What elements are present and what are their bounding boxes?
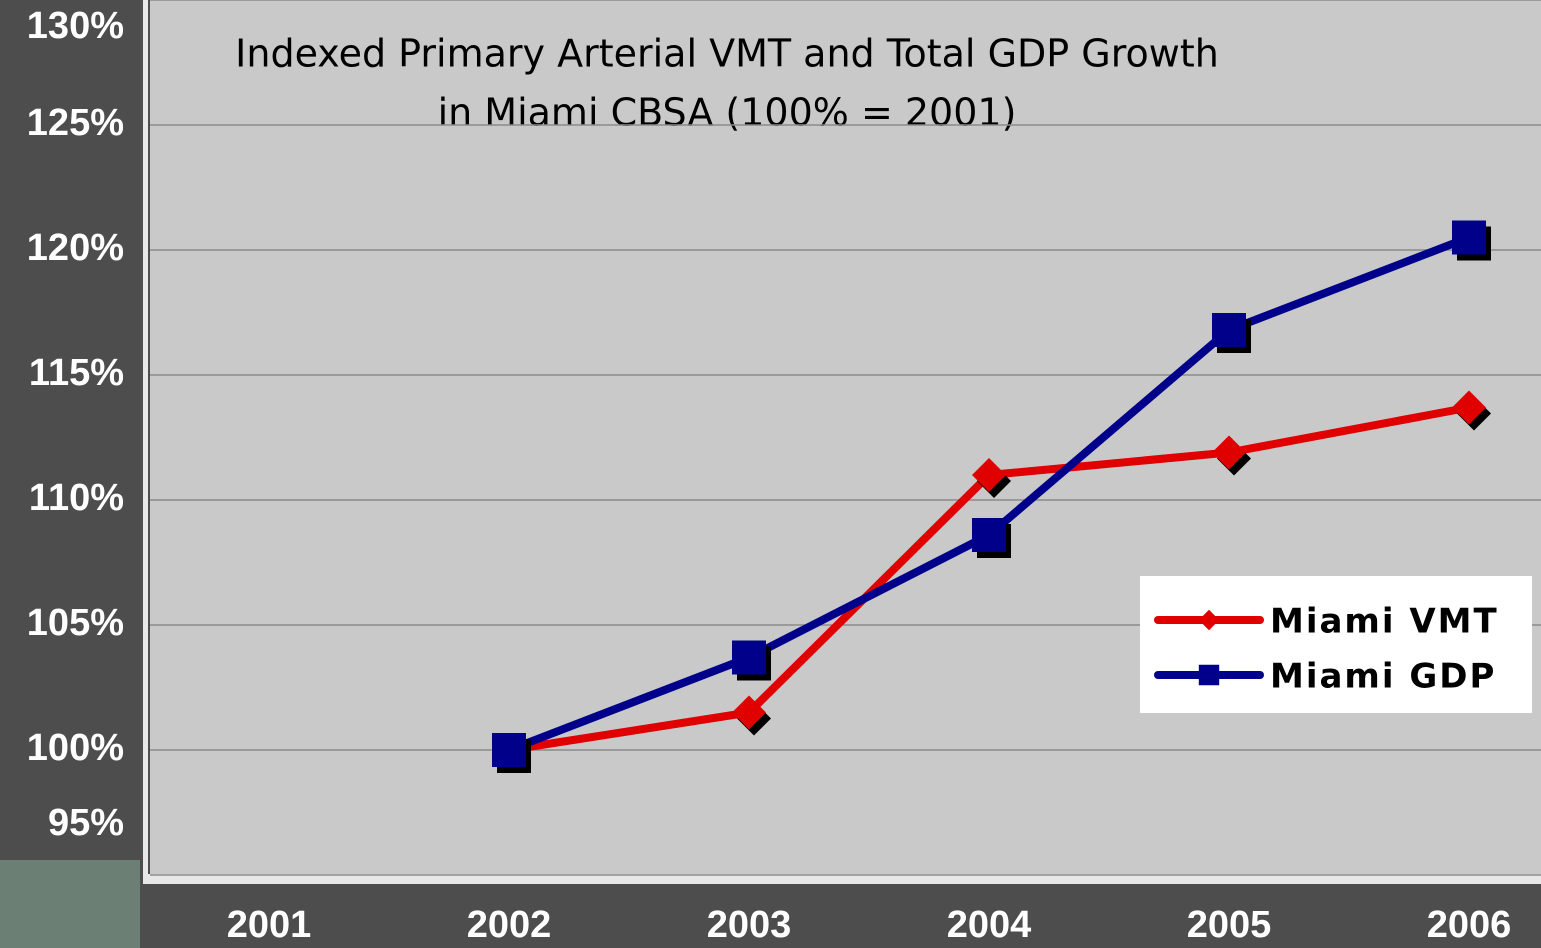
y-tick-label: 110% <box>29 477 124 519</box>
chart-title: Indexed Primary Arterial VMT and Total G… <box>235 32 1219 76</box>
marker <box>1452 390 1486 425</box>
y-tick-label: 100% <box>27 727 124 769</box>
marker <box>972 458 1006 492</box>
y-tick-label: 105% <box>27 602 124 644</box>
y-tick-label: 95% <box>48 802 124 844</box>
x-axis-line <box>143 874 1541 884</box>
marks <box>492 220 1491 773</box>
marker <box>1212 313 1246 347</box>
marker <box>1212 435 1246 470</box>
y-axis-line <box>143 0 148 880</box>
legend-box <box>1140 576 1532 713</box>
x-tick-label: 2005 <box>1187 904 1272 946</box>
grid <box>150 0 1541 876</box>
x-tick-label: 2003 <box>707 904 792 946</box>
x-tick-label: 2004 <box>947 904 1032 946</box>
x-tick-label: 2006 <box>1427 904 1512 946</box>
y-tick-label: 130% <box>27 5 124 47</box>
x-tick-label: 2001 <box>227 904 312 946</box>
legend-label: Miami GDP <box>1270 657 1496 697</box>
marker <box>732 695 766 730</box>
y-tick-label: 125% <box>27 102 124 144</box>
legend: Miami VMT Miami GDP <box>1140 576 1532 713</box>
marker <box>972 518 1006 552</box>
marker <box>1198 664 1220 686</box>
y-tick-label: 120% <box>27 227 124 269</box>
marker <box>732 640 766 675</box>
marker <box>1452 220 1486 255</box>
marker <box>492 733 526 767</box>
y-tick-label: 115% <box>29 352 124 394</box>
x-tick-label: 2002 <box>467 904 552 946</box>
photo-strip <box>0 860 140 948</box>
legend-label: Miami VMT <box>1270 602 1499 642</box>
chart-title: in Miami CBSA (100% = 2001) <box>438 91 1017 135</box>
